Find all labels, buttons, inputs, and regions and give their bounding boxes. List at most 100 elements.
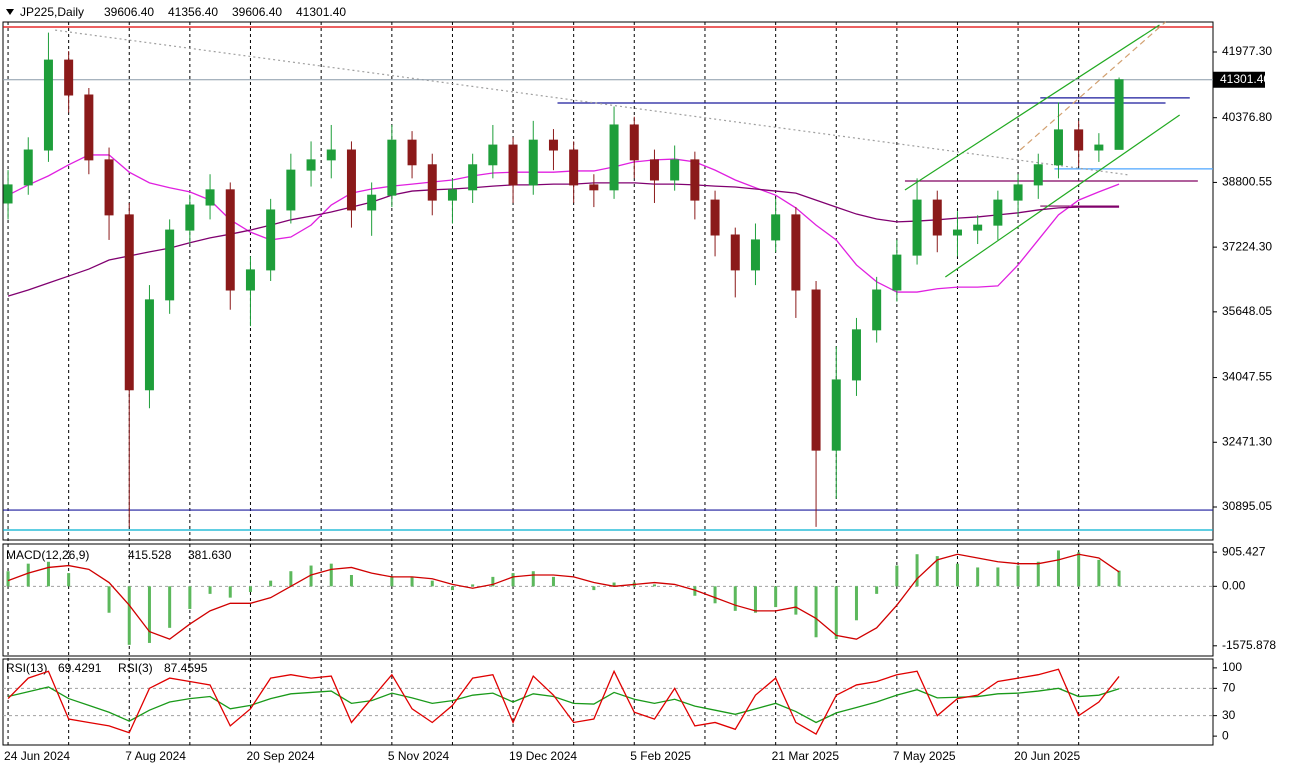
- candle-body: [407, 139, 417, 166]
- last-price-box: [1213, 71, 1265, 88]
- candle-body: [23, 149, 33, 186]
- candle-body: [306, 159, 316, 171]
- macd-bar: [753, 586, 757, 613]
- y-tick-label: 34047.55: [1222, 370, 1272, 384]
- candle-body: [104, 159, 114, 216]
- x-tick-label: 20 Jun 2025: [1014, 749, 1080, 763]
- macd-bar: [531, 571, 535, 587]
- macd-bar: [915, 554, 919, 587]
- x-tick-label: 7 Aug 2024: [125, 749, 186, 763]
- candle-body: [1094, 144, 1104, 151]
- candle-body: [952, 229, 962, 236]
- macd-bar: [955, 563, 959, 587]
- macd-title: MACD(12,26,9): [6, 548, 89, 562]
- candle-body: [144, 299, 154, 391]
- y-tick-label: 0: [1222, 728, 1229, 742]
- macd-bar: [814, 586, 818, 638]
- macd-bar: [693, 586, 697, 596]
- macd-bar: [592, 586, 596, 591]
- macd-bar: [976, 567, 980, 587]
- macd-bar: [46, 561, 50, 587]
- collapse-icon[interactable]: [6, 9, 14, 15]
- candle-body: [3, 184, 13, 204]
- macd-bar: [551, 576, 555, 587]
- y-tick-label: 41977.30: [1222, 44, 1272, 58]
- candle-body: [266, 209, 276, 271]
- y-tick-label: 35648.05: [1222, 304, 1272, 318]
- candle-body: [993, 199, 1003, 226]
- macd-bar: [248, 586, 252, 592]
- candle-body: [872, 289, 882, 331]
- candle-body: [609, 124, 619, 191]
- candle-body: [791, 214, 801, 291]
- x-tick-label: 5 Feb 2025: [630, 749, 691, 763]
- candle-body: [1013, 184, 1023, 201]
- candle-body: [124, 214, 134, 391]
- candle-body: [811, 289, 821, 451]
- macd-bar: [127, 586, 131, 645]
- macd-bar: [269, 580, 273, 587]
- drawn-line: [1019, 21, 1166, 151]
- candle-body: [225, 189, 235, 291]
- macd-bar: [713, 586, 717, 604]
- candle-body: [730, 234, 740, 271]
- candle-body: [1033, 164, 1043, 186]
- candle-body: [447, 189, 457, 201]
- macd-bar: [491, 576, 495, 587]
- candle-body: [629, 124, 639, 161]
- macd-bar: [511, 573, 515, 587]
- drawn-line: [945, 114, 1181, 278]
- candle-body: [468, 164, 478, 191]
- rsi3-value: 87.4595: [164, 661, 208, 675]
- macd-bar: [1077, 552, 1081, 587]
- drawn-line: [904, 24, 1160, 191]
- candle-body: [488, 144, 498, 166]
- candle-body: [690, 159, 700, 201]
- x-tick-label: 19 Dec 2024: [509, 749, 577, 763]
- candle-body: [750, 239, 760, 271]
- macd-bar: [854, 586, 858, 621]
- macd-bar: [228, 586, 232, 598]
- y-tick-label: 40376.80: [1222, 110, 1272, 124]
- candle-body: [710, 199, 720, 236]
- candle-body: [64, 59, 74, 96]
- x-tick-label: 24 Jun 2024: [4, 749, 70, 763]
- candle-body: [649, 159, 659, 181]
- candle-body: [165, 229, 175, 301]
- y-tick-label: 30: [1222, 708, 1236, 722]
- macd-bar: [935, 556, 939, 587]
- macd-bar: [107, 586, 111, 613]
- macd-value: 415.528: [128, 548, 172, 562]
- candle-body: [771, 214, 781, 241]
- candle-body: [326, 149, 336, 161]
- macd-bar: [652, 584, 656, 587]
- y-tick-label: 30895.05: [1222, 499, 1272, 513]
- last-price-label: 41301.40: [1220, 72, 1270, 86]
- macd-bar: [794, 586, 798, 615]
- y-tick-label: 100: [1222, 660, 1242, 674]
- candle-body: [286, 169, 296, 211]
- macd-bar: [390, 576, 394, 587]
- candle-body: [427, 164, 437, 201]
- candle-body: [1053, 129, 1063, 166]
- macd-value: 381.630: [188, 548, 232, 562]
- ohlc-value: 39606.40: [232, 5, 282, 19]
- candle-body: [670, 159, 680, 181]
- candle-body: [1074, 129, 1084, 151]
- macd-panel-frame: [2, 543, 1214, 657]
- x-tick-label: 5 Nov 2024: [388, 749, 450, 763]
- macd-bar: [774, 586, 778, 608]
- ohlc-value: 41356.40: [168, 5, 218, 19]
- candle-body: [245, 269, 255, 291]
- macd-bar: [309, 565, 313, 587]
- macd-bar: [147, 586, 151, 643]
- macd-bar: [208, 586, 212, 594]
- candle-body: [84, 94, 94, 161]
- candle-body: [851, 329, 861, 381]
- macd-bar: [1097, 559, 1101, 587]
- macd-bar: [834, 586, 838, 640]
- macd-bar: [410, 576, 414, 587]
- x-tick-label: 7 May 2025: [893, 749, 956, 763]
- rsi13-value: 69.4291: [58, 661, 102, 675]
